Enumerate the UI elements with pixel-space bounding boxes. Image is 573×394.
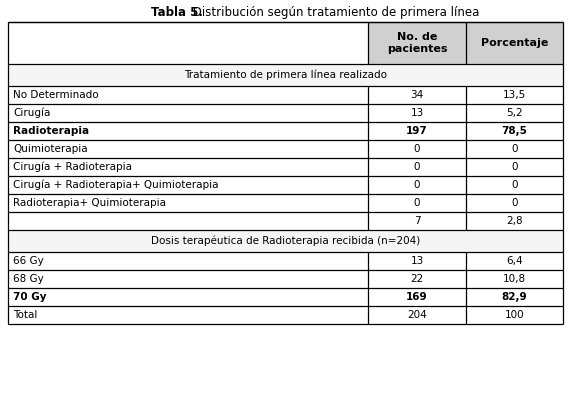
Text: 82,9: 82,9 xyxy=(502,292,527,302)
Text: Total: Total xyxy=(13,310,37,320)
Text: Quimioterapia: Quimioterapia xyxy=(13,144,88,154)
Text: Porcentaje: Porcentaje xyxy=(481,38,548,48)
Text: 0: 0 xyxy=(414,162,420,172)
Text: 66 Gy: 66 Gy xyxy=(13,256,44,266)
Text: Distribución según tratamiento de primera línea: Distribución según tratamiento de primer… xyxy=(189,6,480,19)
Text: 0: 0 xyxy=(414,180,420,190)
Text: Tratamiento de primera línea realizado: Tratamiento de primera línea realizado xyxy=(184,70,387,80)
Text: 0: 0 xyxy=(414,144,420,154)
Text: 0: 0 xyxy=(511,198,518,208)
Text: 7: 7 xyxy=(414,216,421,226)
Text: Cirugía + Radioterapia+ Quimioterapia: Cirugía + Radioterapia+ Quimioterapia xyxy=(13,180,218,190)
Text: Tabla 5.: Tabla 5. xyxy=(151,6,203,19)
Text: Cirugía + Radioterapia: Cirugía + Radioterapia xyxy=(13,162,132,172)
Text: 10,8: 10,8 xyxy=(503,274,526,284)
Text: Radioterapia+ Quimioterapia: Radioterapia+ Quimioterapia xyxy=(13,198,166,208)
Text: No. de
pacientes: No. de pacientes xyxy=(387,32,448,54)
Text: 78,5: 78,5 xyxy=(501,126,527,136)
Text: 6,4: 6,4 xyxy=(506,256,523,266)
Text: 5,2: 5,2 xyxy=(506,108,523,118)
Text: 68 Gy: 68 Gy xyxy=(13,274,44,284)
Text: 197: 197 xyxy=(406,126,428,136)
Text: 70 Gy: 70 Gy xyxy=(13,292,46,302)
Text: 0: 0 xyxy=(511,162,518,172)
Text: 0: 0 xyxy=(511,144,518,154)
Text: 34: 34 xyxy=(410,90,423,100)
Text: 0: 0 xyxy=(511,180,518,190)
Bar xyxy=(8,230,563,252)
Text: 22: 22 xyxy=(410,274,423,284)
Text: Dosis terapéutica de Radioterapia recibida (n=204): Dosis terapéutica de Radioterapia recibi… xyxy=(151,236,420,246)
Text: 13,5: 13,5 xyxy=(503,90,526,100)
Bar xyxy=(8,64,563,86)
Text: Radioterapia: Radioterapia xyxy=(13,126,89,136)
Text: 2,8: 2,8 xyxy=(506,216,523,226)
Bar xyxy=(368,22,563,64)
Text: 0: 0 xyxy=(414,198,420,208)
Text: 204: 204 xyxy=(407,310,427,320)
Text: 13: 13 xyxy=(410,108,423,118)
Text: 169: 169 xyxy=(406,292,428,302)
Text: 13: 13 xyxy=(410,256,423,266)
Text: Cirugía: Cirugía xyxy=(13,108,50,118)
Text: 100: 100 xyxy=(505,310,524,320)
Text: No Determinado: No Determinado xyxy=(13,90,99,100)
